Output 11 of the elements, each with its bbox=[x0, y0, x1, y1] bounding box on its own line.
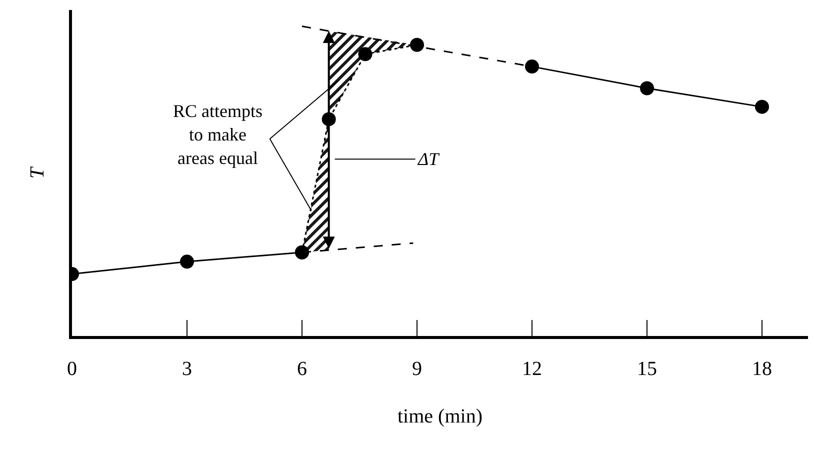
x-tick-label: 3 bbox=[182, 358, 192, 380]
x-tick-label: 15 bbox=[637, 358, 657, 380]
x-tick-label: 18 bbox=[752, 358, 772, 380]
x-tick-label: 12 bbox=[522, 358, 542, 380]
x-tick-label: 6 bbox=[297, 358, 307, 380]
x-tick-label: 0 bbox=[67, 358, 77, 380]
annotation: RC attempts to make areas equal bbox=[173, 101, 262, 168]
y-axis-title: T bbox=[26, 166, 48, 179]
x-axis-title: time (min) bbox=[398, 406, 482, 428]
x-tick-label: 9 bbox=[412, 358, 422, 380]
annotation: ΔT bbox=[417, 149, 441, 169]
